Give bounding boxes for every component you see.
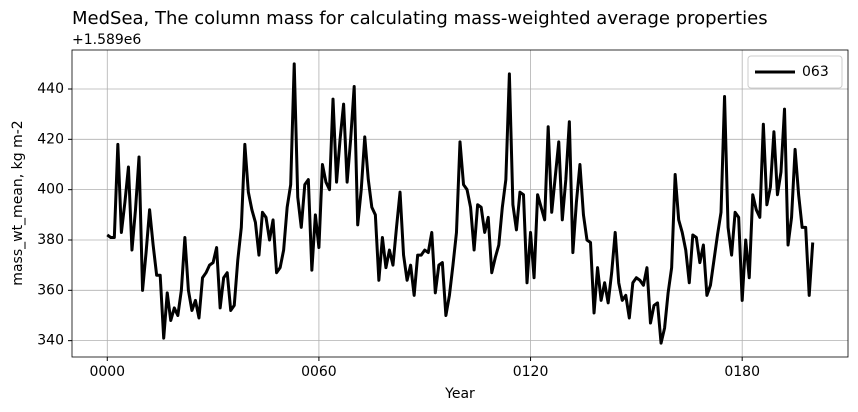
y-tick-label: 340 <box>37 333 64 349</box>
x-tick-label: 0180 <box>724 364 760 380</box>
x-tick-label: 0120 <box>513 364 549 380</box>
plot-frame <box>71 49 849 358</box>
x-tick-label: 0060 <box>301 364 337 380</box>
y-tick-label: 360 <box>37 282 64 298</box>
y-axis-label: mass_wt_mean, kg m-2 <box>10 120 26 285</box>
legend-label: 063 <box>802 64 829 80</box>
offset-text: +1.589e6 <box>72 32 141 48</box>
y-tick-label: 400 <box>37 182 64 198</box>
y-tick-label: 420 <box>37 131 64 147</box>
x-tick-label: 0000 <box>89 364 125 380</box>
data-line <box>106 62 815 345</box>
chart-title: MedSea, The column mass for calculating … <box>72 8 768 29</box>
y-tick-label: 380 <box>37 232 64 248</box>
x-axis-label: Year <box>444 386 475 402</box>
y-tick-label: 440 <box>37 81 64 97</box>
